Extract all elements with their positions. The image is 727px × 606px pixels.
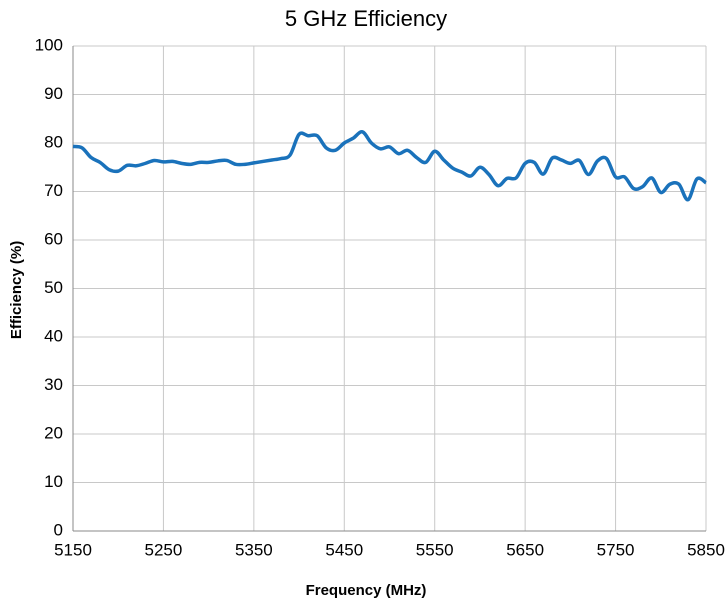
x-tick-label: 5450	[325, 540, 363, 559]
x-tick-label: 5550	[416, 540, 454, 559]
y-tick-label: 50	[44, 278, 63, 297]
y-axis-label: Efficiency (%)	[8, 241, 25, 339]
y-tick-label: 0	[54, 520, 63, 539]
x-tick-label: 5250	[145, 540, 183, 559]
x-tick-label: 5750	[597, 540, 635, 559]
y-tick-label: 80	[44, 132, 63, 151]
y-tick-label: 100	[35, 35, 63, 54]
y-tick-label: 30	[44, 375, 63, 394]
x-tick-label: 5850	[687, 540, 725, 559]
x-tick-label: 5650	[506, 540, 544, 559]
x-tick-label: 5150	[54, 540, 92, 559]
y-tick-label: 60	[44, 229, 63, 248]
x-axis-label: Frequency (MHz)	[306, 582, 427, 599]
data-line	[72, 130, 707, 202]
y-tick-label: 40	[44, 326, 63, 345]
chart-title: 5 GHz Efficiency	[285, 6, 447, 31]
y-tick-label: 20	[44, 423, 63, 442]
x-tick-label: 5350	[235, 540, 273, 559]
y-tick-label: 90	[44, 84, 63, 103]
y-tick-label: 10	[44, 472, 63, 491]
y-tick-label: 70	[44, 181, 63, 200]
